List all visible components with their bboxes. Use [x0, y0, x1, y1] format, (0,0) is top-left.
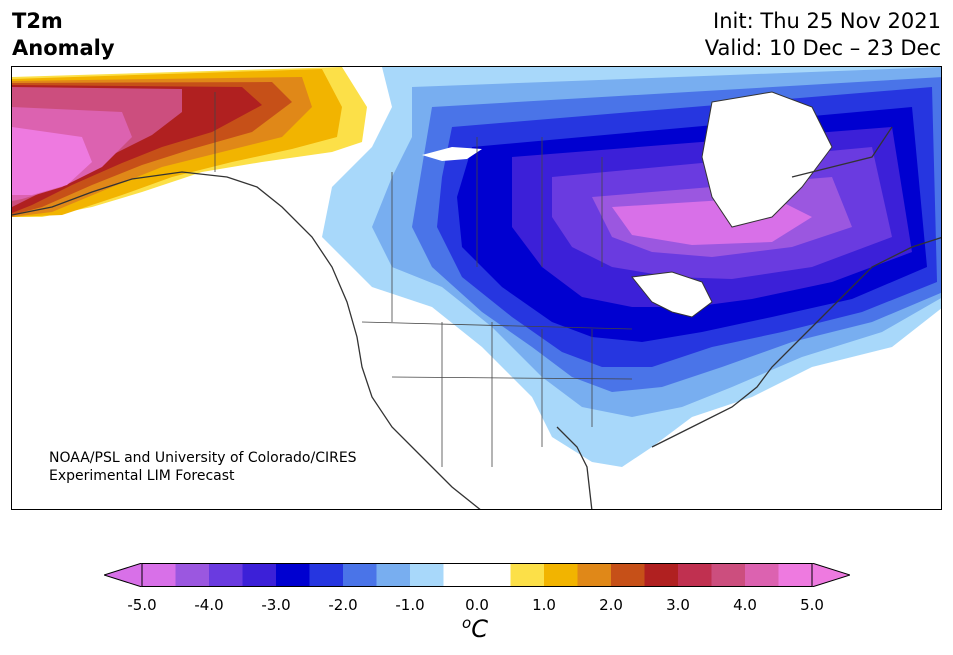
- colorbar-segment: [678, 563, 712, 587]
- colorbar-outline: [141, 563, 813, 587]
- colorbar-segment: [778, 563, 813, 587]
- init-date: Init: Thu 25 Nov 2021: [713, 9, 941, 33]
- colorbar-tick-label: 2.0: [599, 596, 623, 614]
- map-title: T2m Anomaly: [12, 8, 115, 62]
- colorbar-segment: [644, 563, 679, 587]
- colorbar-segment: [544, 563, 578, 587]
- colorbar-segment: [376, 563, 411, 587]
- unit-celsius: C: [471, 615, 488, 643]
- colorbar-segment: [611, 563, 645, 587]
- attribution: NOAA/PSL and University of Colorado/CIRE…: [49, 449, 357, 485]
- colorbar-tick-label: 5.0: [800, 596, 824, 614]
- colorbar-tick-label: -2.0: [328, 596, 358, 614]
- attribution-line-1: NOAA/PSL and University of Colorado/CIRE…: [49, 450, 357, 466]
- colorbar-extend-high: [811, 562, 852, 588]
- colorbar-segment: [477, 563, 511, 587]
- colorbar-segment: [410, 563, 444, 587]
- colorbar-segment: [343, 563, 377, 587]
- borders: [214, 92, 633, 467]
- colorbar-segment: [577, 563, 612, 587]
- great-slave-lake: [422, 147, 482, 161]
- colorbar-unit: oC: [462, 614, 488, 643]
- map-canvas: [12, 67, 941, 509]
- colorbar-extend-low: [102, 562, 143, 588]
- attribution-line-2: Experimental LIM Forecast: [49, 468, 235, 484]
- colorbar-segment: [309, 563, 344, 587]
- colorbar-segment: [209, 563, 243, 587]
- warm-anomaly-alaska: [12, 67, 367, 217]
- title-type: Anomaly: [12, 36, 115, 60]
- colorbar-tick-label: -1.0: [395, 596, 425, 614]
- valid-range: Valid: 10 Dec – 23 Dec: [704, 36, 941, 60]
- colorbar: [102, 562, 852, 588]
- colorbar-tick-label: -5.0: [127, 596, 157, 614]
- great-lakes: [631, 271, 713, 318]
- colorbar-tick-label: 4.0: [733, 596, 757, 614]
- colorbar-segment: [443, 563, 478, 587]
- anomaly-map: [11, 66, 942, 510]
- coastlines: [12, 126, 941, 509]
- colorbar-svg: [102, 562, 852, 588]
- colorbar-tick-label: 3.0: [666, 596, 690, 614]
- colorbar-segment: [745, 563, 779, 587]
- colorbar-segment: [276, 563, 310, 587]
- unit-degree: o: [462, 614, 472, 632]
- colorbar-segment: [510, 563, 545, 587]
- colorbar-tick-label: -3.0: [261, 596, 291, 614]
- title-variable: T2m: [12, 9, 63, 33]
- colorbar-segment: [242, 563, 277, 587]
- colorbar-segment: [175, 563, 210, 587]
- hudson-bay: [701, 91, 833, 228]
- colorbar-segment: [711, 563, 746, 587]
- forecast-dates: Init: Thu 25 Nov 2021 Valid: 10 Dec – 23…: [705, 8, 941, 62]
- colorbar-tick-label: -4.0: [194, 596, 224, 614]
- colorbar-tick-label: 1.0: [532, 596, 556, 614]
- colorbar-segment: [142, 563, 176, 587]
- colorbar-tick-label: 0.0: [465, 596, 489, 614]
